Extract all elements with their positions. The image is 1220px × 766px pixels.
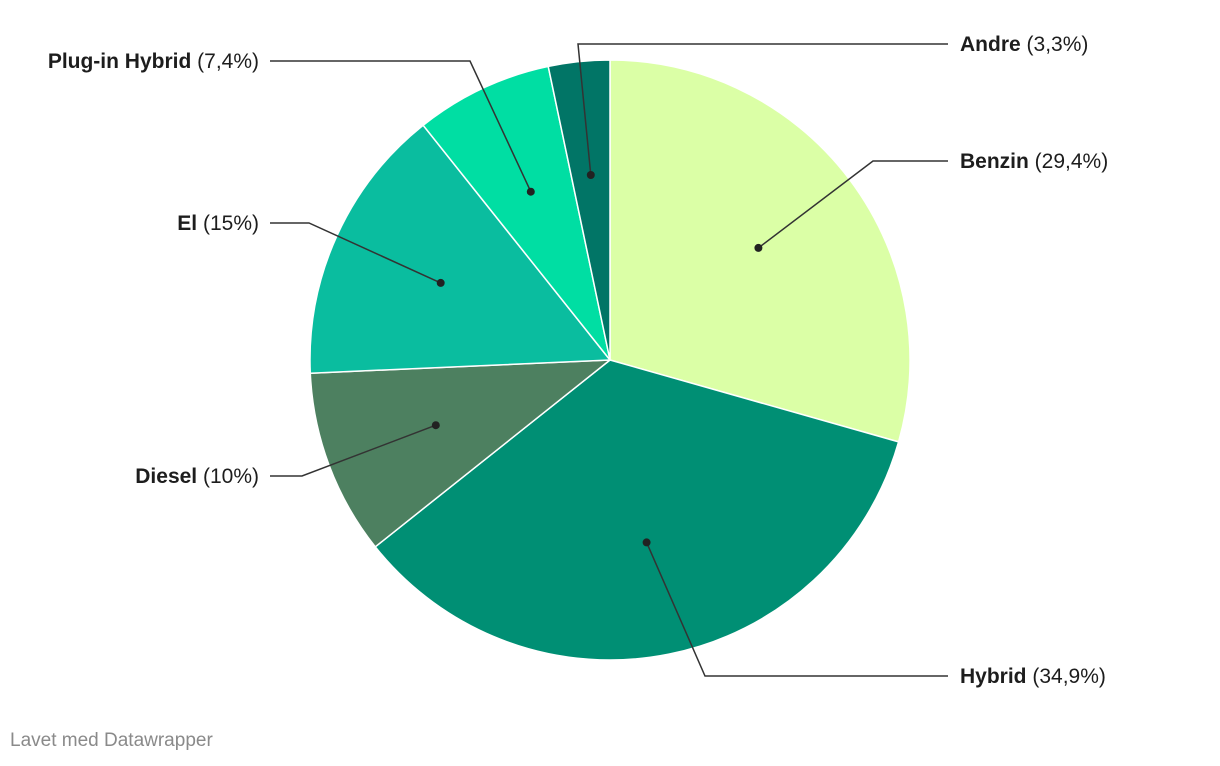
slice-label-value: (3,3%) (1021, 33, 1089, 56)
slice-label-name: Benzin (960, 150, 1029, 173)
slice-label-hybrid: Hybrid (34,9%) (960, 665, 1106, 688)
leader-lines (270, 43, 948, 677)
leader-dot-diesel (431, 421, 440, 430)
slice-label-name: El (177, 212, 197, 235)
slice-label-value: (29,4%) (1029, 150, 1108, 173)
pie-slices (309, 59, 911, 661)
slice-label-name: Diesel (135, 465, 197, 488)
leader-line-hybrid (645, 542, 948, 677)
leader-line-benzin (757, 160, 948, 249)
slice-label-name: Andre (960, 33, 1021, 56)
slice-label-name: Plug-in Hybrid (48, 50, 192, 73)
slice-label-value: (34,9%) (1027, 665, 1106, 688)
slice-label-name: Hybrid (960, 665, 1027, 688)
leader-line-andre (577, 43, 948, 176)
slice-label-andre: Andre (3,3%) (960, 33, 1088, 56)
datawrapper-credit: Lavet med Datawrapper (10, 730, 213, 751)
slice-label-value: (15%) (197, 212, 259, 235)
leader-line-plug-in-hybrid (270, 60, 532, 193)
slice-label-value: (7,4%) (191, 50, 259, 73)
pie-slice-hybrid (374, 359, 900, 661)
leader-dot-hybrid (642, 538, 651, 547)
leader-dot-andre (586, 171, 595, 179)
leader-dot-benzin (754, 243, 763, 252)
leader-dot-el (436, 278, 445, 287)
pie-slice-andre (547, 59, 611, 361)
slice-label-benzin: Benzin (29,4%) (960, 150, 1108, 173)
slice-label-el: El (15%) (177, 212, 259, 235)
slice-label-value: (10%) (197, 465, 259, 488)
leader-line-el (270, 222, 442, 284)
slice-labels: Benzin (29,4%) Hybrid (34,9%) Diesel (10%)… (48, 33, 1108, 688)
slice-label-diesel: Diesel (10%) (135, 465, 259, 488)
leader-dot-plug-in-hybrid (526, 187, 535, 196)
leader-line-diesel (270, 424, 437, 477)
slice-label-plug-in-hybrid: Plug-in Hybrid (7,4%) (48, 50, 259, 73)
